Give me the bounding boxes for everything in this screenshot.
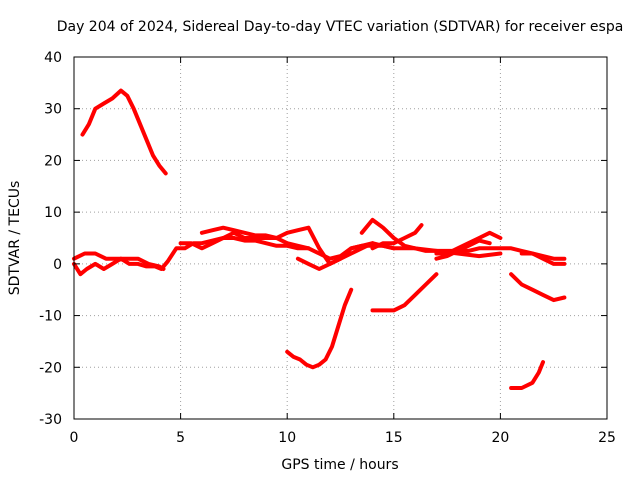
y-tick-label: 0: [53, 257, 62, 273]
series-arc-10: [359, 217, 503, 259]
series-arc-5: [199, 225, 567, 261]
y-tick-label: 10: [44, 205, 62, 221]
x-tick-label: 5: [176, 430, 185, 446]
x-tick-label: 25: [598, 430, 616, 446]
plot-frame: [73, 56, 608, 420]
y-tick-label: -10: [39, 309, 62, 325]
y-axis-label: SDTVAR / TECUs: [7, 181, 23, 296]
series-arc-1: [80, 88, 168, 176]
series-arc-9: [370, 223, 424, 251]
y-tick-label: 20: [44, 153, 62, 169]
grid: [74, 57, 607, 419]
series-arc-6: [285, 287, 354, 370]
series-arc-11: [434, 230, 503, 256]
chart-title: Day 204 of 2024, Sidereal Day-to-day VTE…: [57, 19, 624, 35]
x-tick-label: 20: [491, 430, 509, 446]
y-tick-label: 30: [44, 102, 62, 118]
ticks: 0 5 10 15 20 25 -30 -20 -10 0 10 20 30 40: [39, 50, 616, 446]
x-tick-label: 15: [385, 430, 403, 446]
series-arc-14: [509, 272, 567, 303]
series-arc-12: [434, 238, 492, 261]
series-arc-13: [509, 360, 545, 390]
x-axis-label: GPS time / hours: [281, 457, 398, 473]
series-layer: [72, 88, 567, 390]
x-tick-label: 10: [278, 430, 296, 446]
series-arc-7: [295, 241, 375, 271]
y-tick-label: 40: [44, 50, 62, 66]
series-arc-8: [370, 272, 439, 313]
x-tick-label: 0: [70, 430, 79, 446]
y-tick-label: -20: [39, 360, 62, 376]
series-arc-3: [72, 236, 311, 277]
series-arc-15: [519, 251, 567, 266]
y-tick-label: -30: [39, 412, 62, 428]
